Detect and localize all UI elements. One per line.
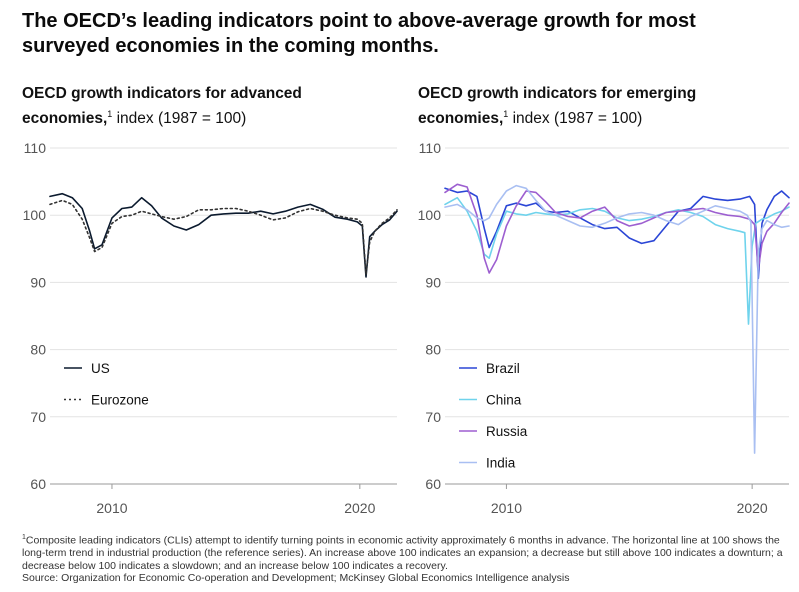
left-panel-footnote-mark: 1 [107,109,113,119]
right-panel-title: OECD growth indicators for emerging econ… [418,84,778,129]
advanced-y-tick-label: 100 [23,207,47,223]
advanced-legend-label-us: US [91,361,110,376]
source-note: Source: Organization for Economic Co-ope… [22,572,570,584]
advanced-series-line-eurozone [49,199,398,276]
emerging-series-line-india [444,184,790,454]
advanced-x-tick-label: 2010 [96,500,127,516]
footnote: 1Composite leading indicators (CLIs) att… [22,532,792,585]
advanced-y-tick-label: 80 [30,342,46,358]
advanced-y-tick-label: 110 [24,140,47,156]
emerging-legend-label-russia: Russia [486,424,528,439]
emerging-x-tick-label: 2020 [737,500,768,516]
advanced-x-tick-label: 2020 [344,500,375,516]
emerging-y-tick-label: 80 [425,342,441,358]
emerging-series-line-china [444,196,790,325]
left-panel-title-bold: OECD growth indicators for advanced econ… [22,85,302,128]
advanced-y-tick-label: 70 [30,409,46,425]
left-panel-title-rest: index (1987 = 100) [112,110,247,128]
advanced-series-line-us [49,192,398,278]
emerging-legend-label-brazil: Brazil [486,361,520,376]
emerging-y-tick-label: 110 [419,140,442,156]
footnote-mark: 1 [22,534,26,541]
emerging-y-tick-label: 100 [418,207,442,223]
emerging-legend-label-china: China [486,393,522,408]
advanced-y-tick-label: 60 [30,476,46,492]
footnote-text: 1Composite leading indicators (CLIs) att… [22,532,792,572]
emerging-series-line-brazil [444,187,790,280]
emerging-legend-label-india: India [486,456,516,471]
right-panel-title-rest: index (1987 = 100) [508,110,643,128]
right-panel-footnote-mark: 1 [503,109,509,119]
advanced-y-tick-label: 90 [30,274,46,290]
emerging-x-tick-label: 2010 [491,500,522,516]
headline: The OECD’s leading indicators point to a… [22,10,696,57]
emerging-y-tick-label: 60 [425,476,441,492]
left-panel-title: OECD growth indicators for advanced econ… [22,84,382,129]
footnote-body: Composite leading indicators (CLIs) atte… [22,534,783,572]
right-panel-title-bold: OECD growth indicators for emerging econ… [418,85,697,128]
emerging-y-tick-label: 70 [425,409,441,425]
emerging-y-tick-label: 90 [425,274,441,290]
emerging-series-line-russia [444,183,790,274]
advanced-legend-label-eurozone: Eurozone [91,393,149,408]
